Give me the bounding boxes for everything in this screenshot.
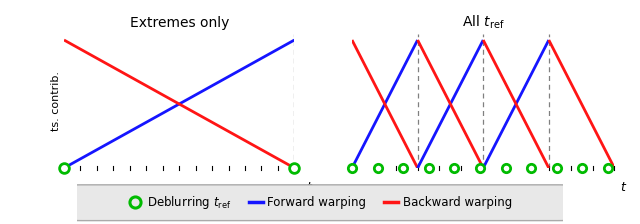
FancyBboxPatch shape [72, 185, 568, 221]
Legend: Deblurring $t_{\mathrm{ref}}$, Forward warping, Backward warping: Deblurring $t_{\mathrm{ref}}$, Forward w… [123, 190, 517, 216]
Title: Extremes only: Extremes only [129, 16, 229, 30]
Y-axis label: ts. contrib.: ts. contrib. [51, 71, 61, 131]
Title: All $t_{\mathrm{ref}}$: All $t_{\mathrm{ref}}$ [462, 14, 504, 31]
Text: t: t [620, 181, 625, 194]
Text: t: t [306, 181, 310, 194]
